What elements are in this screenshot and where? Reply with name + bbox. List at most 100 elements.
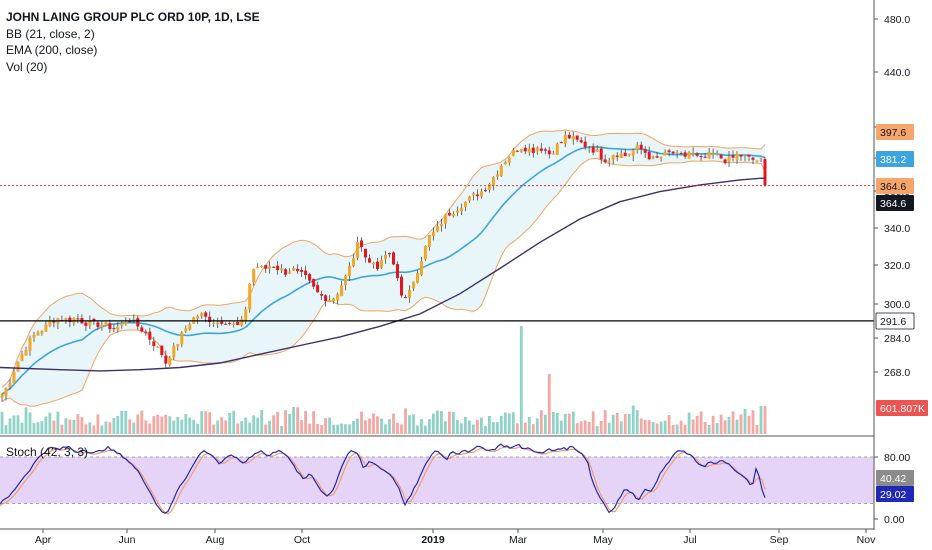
candle [392, 252, 395, 265]
candle [739, 154, 743, 157]
candle [48, 321, 52, 326]
time-tick-label: Mar [509, 534, 528, 546]
volume-bar [300, 420, 303, 434]
candle [663, 151, 667, 156]
time-tick-label: Sep [770, 534, 789, 546]
candle [396, 264, 399, 279]
volume-bar [96, 414, 100, 434]
volume-bar [244, 417, 248, 434]
candle [340, 285, 344, 297]
volume-bar [460, 423, 463, 434]
volume-bar [539, 410, 543, 434]
volume-bar [120, 410, 124, 434]
volume-bar [80, 417, 84, 434]
volume-bar [456, 419, 459, 434]
volume-bar [60, 424, 64, 434]
candle [607, 161, 611, 163]
price-tick-label: 320.0 [884, 260, 910, 272]
candle [679, 153, 683, 154]
volume-bar [675, 424, 679, 434]
legend-bb[interactable]: BB (21, close, 2) [6, 26, 95, 41]
candle [160, 345, 164, 355]
candle [20, 354, 24, 362]
candle [575, 135, 579, 140]
volume-bar [8, 418, 12, 434]
volume-bar [599, 421, 603, 434]
volume-bar [711, 415, 715, 434]
volume-bar [615, 413, 619, 434]
volume-bar [464, 416, 467, 434]
volume-bar [547, 374, 551, 434]
volume-bar [420, 418, 423, 434]
candle [24, 350, 28, 356]
candle [152, 341, 156, 346]
volume-bar [160, 416, 164, 434]
candle [639, 144, 643, 150]
candle [699, 156, 703, 158]
candle [483, 190, 487, 192]
candle [727, 156, 731, 162]
candle [479, 191, 483, 197]
volume-bar [84, 424, 88, 434]
indicator-legend: JOHN LAING GROUP PLC ORD 10P, 1D, LSE BB… [6, 9, 260, 75]
candle [236, 322, 240, 326]
candle [683, 152, 687, 157]
candle [735, 153, 739, 160]
volume-bar [663, 420, 667, 434]
volume-bar [623, 414, 627, 434]
time-tick-label: Oct [294, 534, 310, 546]
candle [475, 194, 479, 197]
volume-bar [723, 420, 727, 434]
volume-bar [36, 422, 40, 434]
candle [507, 157, 511, 163]
volume-bar [523, 422, 527, 434]
volume-bar [328, 417, 331, 434]
time-tick-label: Nov [857, 534, 876, 546]
volume-bar [28, 412, 32, 434]
candle [316, 285, 320, 293]
volume-bar [68, 419, 72, 434]
candle [136, 318, 140, 327]
candle [595, 149, 599, 152]
volume-bar [348, 424, 351, 434]
volume-bar [180, 419, 184, 434]
candle [755, 160, 759, 162]
candle [44, 324, 48, 332]
price-tick-label: 268.0 [884, 367, 910, 379]
candle [759, 157, 763, 159]
volume-bar [440, 411, 443, 434]
price-label-box [876, 178, 914, 194]
candle [100, 325, 104, 328]
volume-bar [188, 417, 192, 434]
legend-ema[interactable]: EMA (200, close) [6, 43, 98, 57]
volume-bar [104, 421, 108, 434]
candle [651, 156, 655, 159]
bb-upper [1, 129, 766, 388]
stochastic-lines [0, 443, 766, 515]
candle [104, 322, 108, 326]
volume-bar [248, 422, 252, 434]
horizontal-lines[interactable] [0, 185, 874, 322]
stoch-tick-label: 0.00 [884, 514, 905, 526]
candle [248, 283, 252, 310]
candle [447, 212, 451, 216]
ema-200-line [0, 177, 765, 372]
price-label: 291.6 [880, 316, 906, 328]
volume-bar [492, 422, 495, 434]
volume-bar [687, 412, 691, 434]
price-label: 381.2 [880, 154, 906, 166]
candle [108, 323, 112, 330]
candle [36, 332, 40, 336]
volume-bar [751, 410, 755, 434]
volume-bar [452, 412, 455, 434]
volume-bar [32, 423, 36, 434]
candle [531, 147, 535, 153]
candle [451, 214, 455, 217]
stoch-label: 29.02 [880, 489, 906, 501]
legend-vol[interactable]: Vol (20) [6, 59, 48, 74]
volume-bar [535, 418, 539, 434]
stoch-legend[interactable]: Stoch (42, 3, 3) [6, 445, 89, 459]
price-tick-label: 340.0 [884, 223, 910, 235]
volume-bar [376, 416, 379, 434]
